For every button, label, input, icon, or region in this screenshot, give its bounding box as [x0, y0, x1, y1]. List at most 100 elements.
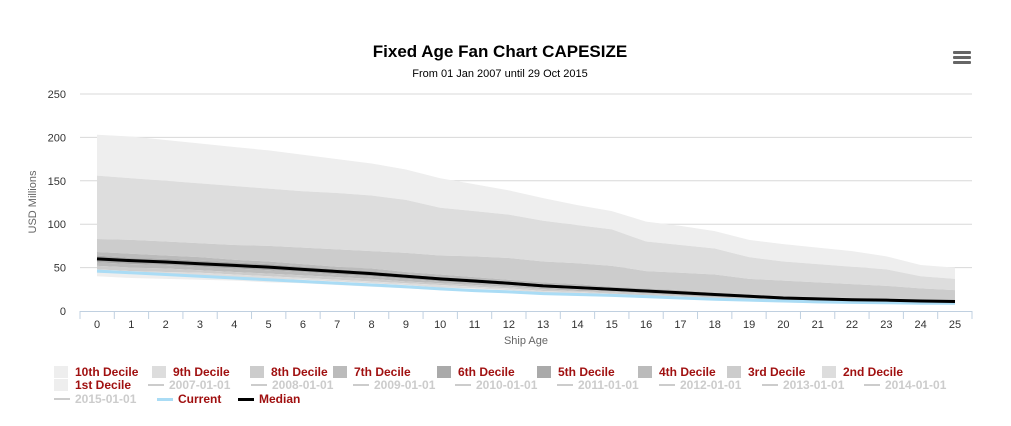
legend-line-marker — [157, 397, 173, 401]
legend-label: 2010-01-01 — [476, 378, 538, 392]
y-tick-label: 150 — [48, 176, 66, 188]
y-tick-label: 0 — [60, 306, 66, 318]
legend-item[interactable]: 2014-01-01 — [864, 378, 946, 392]
x-tick-label: 7 — [334, 319, 340, 331]
legend-label: 3rd Decile — [748, 365, 806, 379]
band-9th-decile — [97, 175, 955, 291]
legend-swatch — [152, 366, 166, 378]
x-tick-label: 8 — [368, 319, 374, 331]
x-tick-label: 16 — [640, 319, 652, 331]
legend-swatch — [54, 379, 68, 391]
legend-swatch — [437, 366, 451, 378]
legend-item[interactable]: 7th Decile — [333, 365, 411, 379]
legend-line-marker — [455, 384, 471, 386]
legend-item[interactable]: 2008-01-01 — [251, 378, 333, 392]
legend-label: 4th Decile — [659, 365, 716, 379]
legend-line-marker — [54, 398, 70, 400]
legend-item[interactable]: 1st Decile — [54, 378, 131, 392]
legend-line-marker — [557, 384, 573, 386]
legend-item[interactable]: 5th Decile — [537, 365, 615, 379]
legend-label: 2011-01-01 — [578, 378, 639, 392]
legend-item[interactable]: 2nd Decile — [822, 365, 903, 379]
series-line-median — [96, 257, 956, 303]
legend-item[interactable]: 10th Decile — [54, 365, 138, 379]
legend-label: 1st Decile — [75, 378, 132, 392]
legend-label: 2nd Decile — [843, 365, 904, 379]
series-line-current — [96, 269, 955, 305]
x-tick-label: 2 — [163, 319, 169, 331]
legend-line-marker — [659, 384, 675, 386]
legend-item[interactable]: 2015-01-01 — [54, 392, 136, 406]
y-tick-label: 50 — [54, 263, 66, 275]
legend-line-marker — [353, 384, 369, 386]
x-tick-label: 5 — [266, 319, 272, 331]
band-3rd-decile — [97, 265, 955, 304]
x-tick-label: 11 — [469, 319, 480, 331]
legend-label: 2012-01-01 — [680, 378, 742, 392]
legend-label: 2008-01-01 — [272, 378, 334, 392]
legend-item[interactable]: 2012-01-01 — [659, 378, 741, 392]
x-tick-label: 14 — [571, 319, 583, 331]
legend-label: 10th Decile — [75, 365, 139, 379]
x-tick-label: 15 — [606, 319, 618, 331]
legend-line-marker — [238, 397, 254, 401]
legend-item[interactable]: 4th Decile — [638, 365, 716, 379]
legend-item[interactable]: 2013-01-01 — [762, 378, 844, 392]
band-8th-decile — [97, 238, 955, 301]
legend-swatch — [54, 366, 68, 378]
x-tick-label: 22 — [846, 319, 858, 331]
y-axis-label: USD Millions — [27, 170, 39, 234]
legend-swatch — [822, 366, 836, 378]
legend-item[interactable]: 9th Decile — [152, 365, 230, 379]
band-7th-decile — [97, 251, 955, 301]
chart-title: Fixed Age Fan Chart CAPESIZE — [372, 42, 628, 61]
x-tick-label: 3 — [197, 319, 203, 331]
y-tick-label: 200 — [48, 132, 66, 144]
legend-label: 2009-01-01 — [374, 378, 436, 392]
legend-line-marker — [762, 384, 778, 386]
legend-item[interactable]: 3rd Decile — [727, 365, 805, 379]
legend-label: 2015-01-01 — [75, 392, 137, 406]
x-tick-label: 25 — [949, 319, 961, 331]
legend-swatch — [333, 366, 347, 378]
legend-label: 9th Decile — [173, 365, 230, 379]
legend-label: 6th Decile — [458, 365, 515, 379]
legend-swatch — [638, 366, 652, 378]
legend-swatch — [250, 366, 264, 378]
x-tick-label: 0 — [94, 319, 100, 331]
legend-swatch — [537, 366, 551, 378]
x-tick-label: 21 — [812, 319, 824, 331]
x-tick-label: 24 — [915, 319, 927, 331]
legend-label: Median — [259, 392, 301, 406]
x-tick-label: 23 — [880, 319, 892, 331]
x-tick-label: 13 — [537, 319, 549, 331]
x-tick-label: 17 — [674, 319, 686, 331]
legend-item[interactable]: Current — [157, 392, 221, 406]
legend-item[interactable]: 2011-01-01 — [557, 378, 639, 392]
legend-item[interactable]: Median — [238, 392, 300, 406]
legend-label: 5th Decile — [558, 365, 615, 379]
x-tick-label: 12 — [503, 319, 515, 331]
x-tick-label: 18 — [709, 319, 721, 331]
legend-label: 7th Decile — [354, 365, 411, 379]
legend-item[interactable]: 2010-01-01 — [455, 378, 537, 392]
x-tick-label: 4 — [231, 319, 237, 331]
legend-line-marker — [148, 384, 164, 386]
x-tick-label: 19 — [743, 319, 755, 331]
x-tick-label: 9 — [403, 319, 409, 331]
legend-item[interactable]: 2007-01-01 — [148, 378, 230, 392]
band-4th-decile — [97, 262, 955, 304]
legend-item[interactable]: 2009-01-01 — [353, 378, 435, 392]
legend-label: 8th Decile — [271, 365, 328, 379]
legend-swatch — [727, 366, 741, 378]
legend-item[interactable]: 8th Decile — [250, 365, 328, 379]
x-tick-label: 1 — [128, 319, 134, 331]
x-axis-label: Ship Age — [503, 335, 549, 347]
legend-item[interactable]: 6th Decile — [437, 365, 515, 379]
legend-line-marker — [251, 384, 267, 386]
hamburger-menu-icon[interactable] — [953, 51, 971, 65]
y-tick-label: 100 — [48, 219, 66, 231]
x-tick-label: 6 — [300, 319, 306, 331]
x-tick-label: 20 — [777, 319, 789, 331]
